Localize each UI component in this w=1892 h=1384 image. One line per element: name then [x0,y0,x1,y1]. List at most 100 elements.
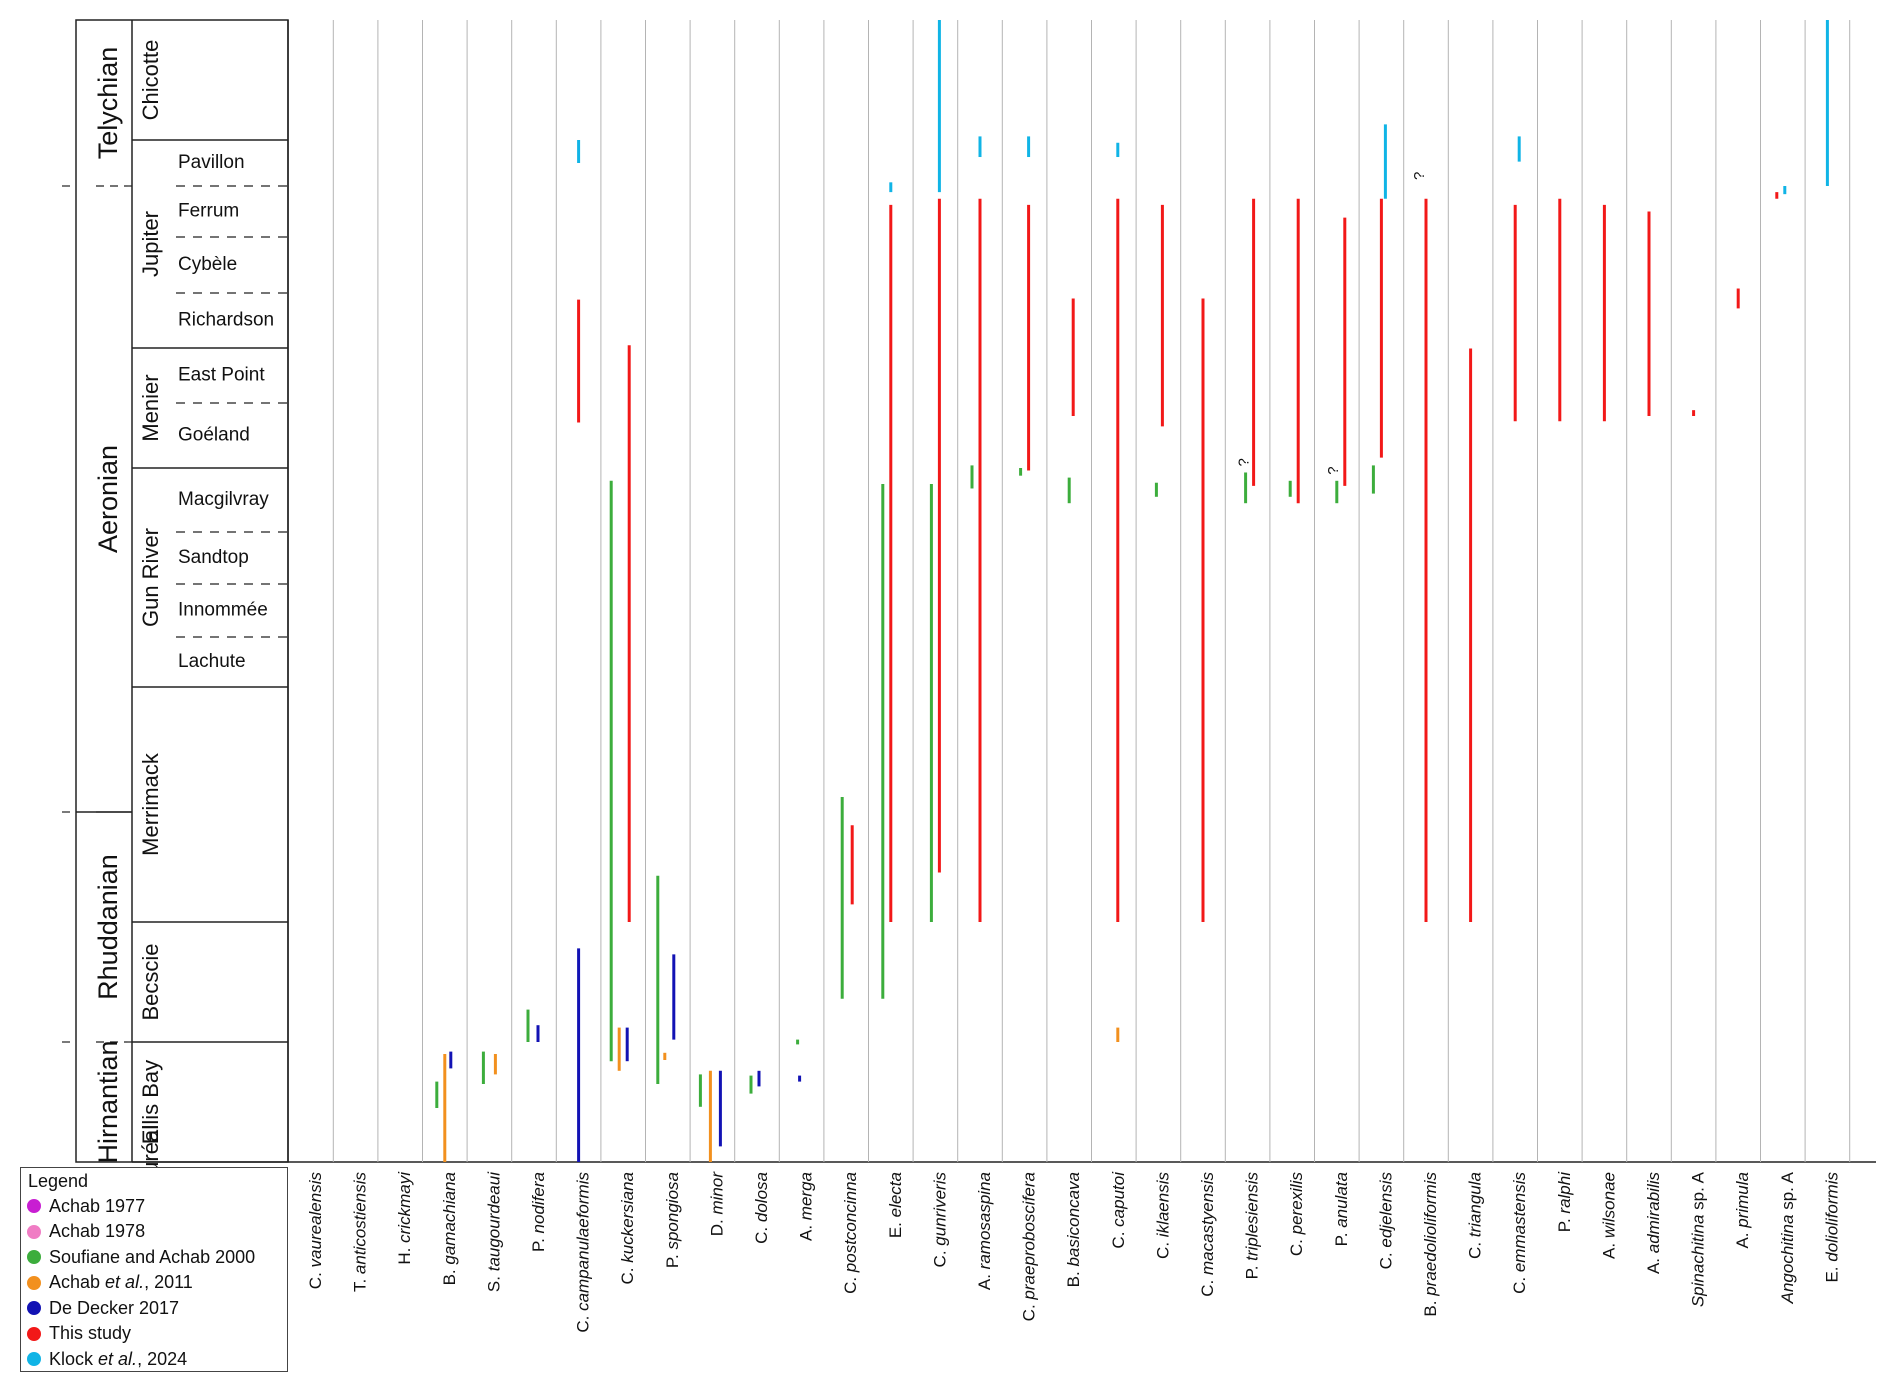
legend: Legend Achab 1977 Achab 1978 Soufiane and … [20,1167,288,1372]
taxon-label-part: minor [708,1171,727,1215]
legend-label: Achab 1978 [49,1221,145,1242]
taxon-label: E. dolioliformis [1823,1172,1842,1283]
legend-label-italic: et al. [105,1272,145,1292]
stratigraphic-labels: Telychian Aeronian Rhuddanian Hirnantian Chi… [93,40,274,1199]
taxon-label: C. vaurealensis [306,1172,325,1290]
taxon-labels: C. vaurealensis T. anticostiensis H. crick… [306,1171,1841,1333]
legend-item: Achab 1977 [27,1195,145,1217]
taxon-label: H. crickmayi [396,1171,415,1265]
member-label: Innommée [178,600,268,621]
legend-label: Klock et al., 2024 [49,1349,187,1370]
legend-swatch [27,1224,41,1239]
taxon-label-part: anticostiensis [351,1172,370,1275]
taxon-label-part: C. [619,1263,638,1285]
taxon-label-part: triplesiensis [1243,1172,1262,1261]
formation-label: Ellis Bay [138,1060,163,1144]
legend-label-text: Achab [49,1272,106,1292]
legend-item: Achab et al., 2011 [27,1272,193,1294]
taxon-label-part: S. [485,1271,504,1292]
taxon-label-part: A. [1734,1228,1753,1249]
taxon-gridlines [332,20,1851,1162]
taxon-label-part: C. [1377,1248,1396,1270]
taxon-label: C. perexilis [1288,1172,1307,1257]
taxon-label-part: emmastensis [1511,1172,1530,1273]
member-label: Macgilvray [178,489,269,510]
taxon-label-part: merga [797,1172,816,1220]
taxon-label: A. primula [1734,1172,1753,1249]
member-label: Richardson [178,310,274,331]
taxon-label-part: P. [1332,1228,1351,1247]
taxon-label-part: B. [1421,1296,1440,1317]
legend-item: De Decker 2017 [27,1297,179,1319]
taxon-label-part: nodifera [529,1172,548,1233]
taxon-label: C. kuckersiana [619,1172,638,1284]
taxon-label-part: A. [797,1220,816,1241]
taxon-label-part: gunriveris [931,1172,950,1246]
taxon-label-part: C. [931,1246,950,1268]
taxon-label-part: perexilis [1288,1172,1307,1236]
taxon-label: B. praedolioliformis [1421,1172,1440,1317]
taxon-label-part: dolioliformis [1823,1172,1842,1262]
taxon-label-part: campanulaeformis [574,1172,593,1311]
taxon-label-part: electa [886,1172,905,1217]
legend-item: Klock et al., 2024 [27,1348,187,1370]
member-label: Goéland [178,425,250,446]
taxon-label-part: C. [752,1222,771,1244]
stage-label: Rhuddanian [93,854,123,1000]
taxon-label-part: H. [396,1243,415,1265]
taxon-label-part: iklaensis [1154,1172,1173,1238]
taxon-label-part: taugourdeaui [485,1171,504,1271]
taxon-label-part: C. [1511,1272,1530,1294]
taxon-label-part: macastyensis [1198,1172,1217,1275]
taxon-label-part: ramosaspina [975,1172,994,1269]
taxon-label-part: primula [1734,1172,1753,1229]
taxon-label: C. postconcinna [842,1172,861,1294]
taxon-label: C. emmastensis [1511,1172,1530,1294]
taxon-label-part: Spinachitina [1689,1215,1708,1308]
taxon-label-part: C. [1154,1237,1173,1259]
taxon-label: C. iklaensis [1154,1172,1173,1259]
legend-swatch [27,1301,41,1315]
member-label: Cybèle [178,254,237,275]
question-mark: ? [1325,466,1342,474]
taxon-label-part: C. [1020,1300,1039,1322]
taxon-label: P. spongiosa [663,1172,682,1268]
taxon-label: P. triplesiensis [1243,1172,1262,1280]
taxon-label-part: P. [663,1250,682,1269]
stage-label: Aeronian [93,445,123,553]
stage-label: Hirnantian [93,1040,123,1163]
legend-label-text: Achab 1977 [49,1195,146,1216]
taxon-label-part: D. [708,1215,727,1237]
taxon-label-part: triangula [1466,1172,1485,1237]
taxon-label: A. wilsonae [1600,1172,1619,1259]
legend-swatch [27,1199,41,1213]
legend-swatch [27,1250,41,1264]
taxon-label: C. macastyensis [1198,1172,1217,1297]
taxon-label-part: T. [351,1274,370,1292]
formation-label: Merrimack [138,752,163,856]
taxon-label: C. campanulaeformis [574,1172,593,1333]
taxon-label-part: praedolioliformis [1421,1172,1440,1297]
legend-label-text: This study [49,1323,132,1343]
legend-label-text: Soufiane and Achab 2000 [49,1246,256,1267]
taxon-label-part: ralphi [1555,1171,1574,1214]
taxon-label-part: sp. A [1778,1171,1797,1214]
legend-label-text: De Decker 2017 [49,1297,180,1318]
taxon-label-part: vaurealensis [306,1172,325,1268]
taxon-label: T. anticostiensis [351,1172,370,1293]
taxon-label-part: P. [529,1233,548,1252]
stratigraphic-column [62,19,1876,1163]
legend-label: Achab et al., 2011 [49,1272,193,1293]
formation-label: Menier [138,374,163,441]
taxon-label-part: dolosa [752,1172,771,1222]
taxon-label: E. electa [886,1172,905,1238]
taxon-label: B. basiconcava [1065,1172,1084,1287]
taxon-label: C. praeproboscifera [1020,1172,1039,1321]
taxon-label-part: A. [975,1269,994,1290]
taxon-label-part: Angochitina [1778,1215,1797,1305]
taxon-label-part: basiconcava [1065,1172,1084,1267]
legend-swatch [27,1352,41,1366]
taxon-label-part: spongiosa [663,1172,682,1250]
taxon-label: A. admirabilis [1644,1172,1663,1275]
